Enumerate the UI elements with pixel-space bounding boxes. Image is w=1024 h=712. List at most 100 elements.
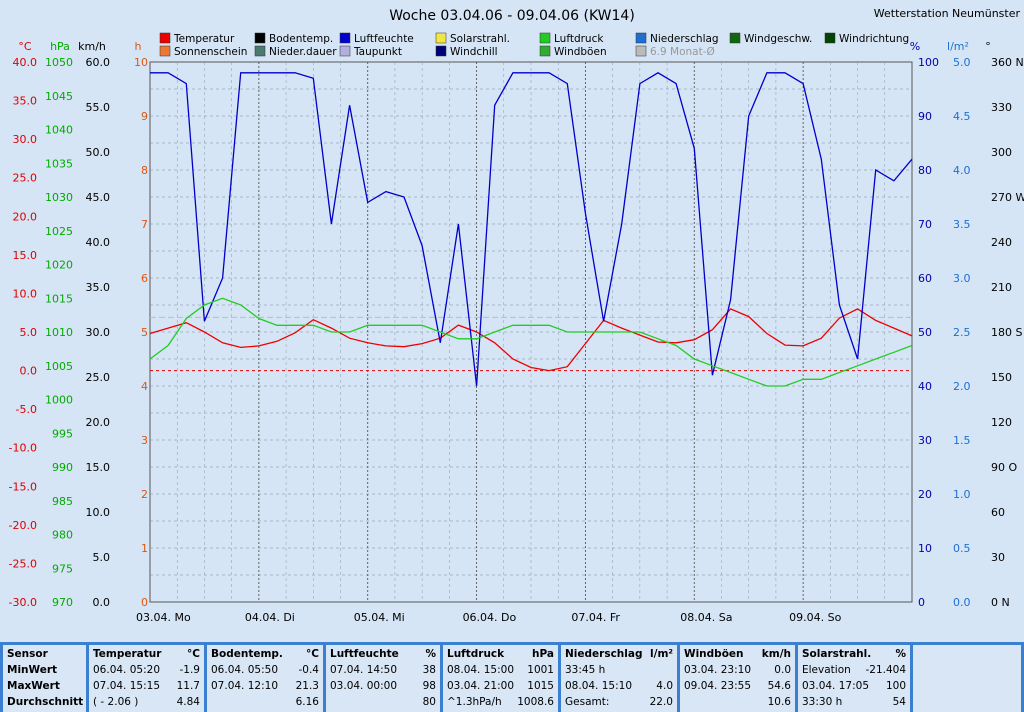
direction-tick: 210 xyxy=(991,281,1012,294)
stats-empty-block xyxy=(913,645,1021,712)
x-tick-label: 06.04. Do xyxy=(463,611,517,624)
wind-tick: 15.0 xyxy=(86,461,111,474)
direction-tick: 0 N xyxy=(991,596,1010,609)
legend-swatch xyxy=(539,32,551,44)
legend-label: Nieder.dauer xyxy=(269,46,337,58)
humidity-tick: 70 xyxy=(918,218,932,231)
rain-tick: 5.0 xyxy=(953,56,971,69)
legend-swatch xyxy=(435,45,447,57)
stats-block-title: Temperatur xyxy=(93,648,162,660)
stats-value: 0.0 xyxy=(774,664,791,676)
stats-value: 38 xyxy=(422,664,436,676)
wind-tick: 30.0 xyxy=(86,326,111,339)
legend-label: Taupunkt xyxy=(353,46,402,58)
rain-tick: 4.5 xyxy=(953,110,971,123)
stats-when: 33:45 h xyxy=(565,664,606,676)
legend-swatch xyxy=(729,32,741,44)
wind-tick: 60.0 xyxy=(86,56,111,69)
temp-tick: 20.0 xyxy=(13,210,38,223)
stats-when: 06.04. 05:20 xyxy=(93,664,160,676)
pressure-tick: 990 xyxy=(52,461,73,474)
wind-tick: 45.0 xyxy=(86,191,111,204)
x-tick-label: 05.04. Mi xyxy=(354,611,405,624)
pressure-tick: 1030 xyxy=(45,191,73,204)
temp-tick: 15.0 xyxy=(13,249,38,262)
pressure-tick: 1045 xyxy=(45,90,73,103)
stats-block: Bodentemp. °C 06.04. 05:50 -0.4 07.04. 12:10… xyxy=(207,645,323,712)
stats-block-unit: l/m² xyxy=(650,648,673,660)
stats-value: 1008.6 xyxy=(517,696,554,708)
stats-when: 03.04. 00:00 xyxy=(330,680,397,692)
humidity-tick: 0 xyxy=(918,596,925,609)
stats-when: 33:30 h xyxy=(802,696,843,708)
legend-swatch xyxy=(539,45,551,57)
legend-label: Temperatur xyxy=(173,33,235,45)
stats-value: 10.6 xyxy=(767,696,791,708)
stats-when: Gesamt: xyxy=(565,696,610,708)
stats-value: 98 xyxy=(422,680,436,692)
legend-swatch xyxy=(339,45,351,57)
stats-block-title: Windböen xyxy=(684,648,744,660)
rain-tick: 3.5 xyxy=(953,218,971,231)
temp-tick: -30.0 xyxy=(9,596,37,609)
wind-tick: 5.0 xyxy=(93,551,111,564)
stats-block-title: Luftfeuchte xyxy=(330,648,399,660)
sunshine-tick: 1 xyxy=(141,542,148,555)
pressure-tick: 985 xyxy=(52,495,73,508)
stats-when: 09.04. 23:55 xyxy=(684,680,751,692)
stats-block-title: Solarstrahl. xyxy=(802,648,872,660)
legend-swatch xyxy=(159,32,171,44)
stats-value: 21.3 xyxy=(295,680,319,692)
temp-tick: 10.0 xyxy=(13,287,38,300)
sunshine-tick: 5 xyxy=(141,326,148,339)
rain-tick: 2.0 xyxy=(953,380,971,393)
stats-block: Luftdruck hPa 08.04. 15:00 1001 03.04. 21:00… xyxy=(443,645,558,712)
humidity-tick: 30 xyxy=(918,434,932,447)
wind-tick: 40.0 xyxy=(86,236,111,249)
rain-tick: 3.0 xyxy=(953,272,971,285)
stats-block-title: Niederschlag xyxy=(565,648,643,660)
legend-swatch xyxy=(435,32,447,44)
axis-unit-rain: l/m² xyxy=(947,40,969,53)
x-tick-label: 07.04. Fr xyxy=(571,611,620,624)
stats-when: 03.04. 21:00 xyxy=(447,680,514,692)
stats-block-title: Luftdruck xyxy=(447,648,505,660)
direction-tick: 120 xyxy=(991,416,1012,429)
weather-chart: Woche 03.04.06 - 09.04.06 (KW14) Wetters… xyxy=(9,7,1024,624)
pressure-tick: 1000 xyxy=(45,394,73,407)
stats-value: -0.4 xyxy=(298,664,320,676)
stats-when: 03.04. 17:05 xyxy=(802,680,869,692)
stats-block-unit: °C xyxy=(306,648,319,660)
sunshine-tick: 4 xyxy=(141,380,148,393)
stats-when: ^1.3hPa/h xyxy=(447,696,502,708)
temp-tick: -5.0 xyxy=(16,403,37,416)
pressure-tick: 970 xyxy=(52,596,73,609)
x-axis: 03.04. Mo 04.04. Di 05.04. Mi 06.04. Do 07.0… xyxy=(136,611,842,624)
axis-unit-wind: km/h xyxy=(78,40,106,53)
stats-value: 4.84 xyxy=(176,696,200,708)
x-tick-label: 03.04. Mo xyxy=(136,611,191,624)
stats-when: ( - 2.06 ) xyxy=(93,696,139,708)
stats-value: 11.7 xyxy=(176,680,200,692)
temp-tick: 5.0 xyxy=(20,326,38,339)
stats-when: 08.04. 15:10 xyxy=(565,680,632,692)
pressure-tick: 975 xyxy=(52,562,73,575)
legend-label: Windchill xyxy=(450,46,498,58)
axis-unit-sunshine: h xyxy=(135,40,142,53)
pressure-tick: 1035 xyxy=(45,157,73,170)
stats-value: 6.16 xyxy=(295,696,319,708)
direction-tick: 90 O xyxy=(991,461,1017,474)
legend-swatch xyxy=(635,45,647,57)
wind-tick: 10.0 xyxy=(86,506,111,519)
wind-tick: 50.0 xyxy=(86,146,111,159)
stats-block-unit: hPa xyxy=(532,648,554,660)
axis-unit-pressure: hPa xyxy=(50,40,70,53)
direction-tick: 240 xyxy=(991,236,1012,249)
legend-label: 6.9 Monat-Ø xyxy=(650,46,715,58)
temp-tick: 25.0 xyxy=(13,172,38,185)
temp-tick: 40.0 xyxy=(13,56,38,69)
pressure-tick: 980 xyxy=(52,529,73,542)
humidity-tick: 90 xyxy=(918,110,932,123)
direction-tick: 300 xyxy=(991,146,1012,159)
pressure-tick: 995 xyxy=(52,427,73,440)
